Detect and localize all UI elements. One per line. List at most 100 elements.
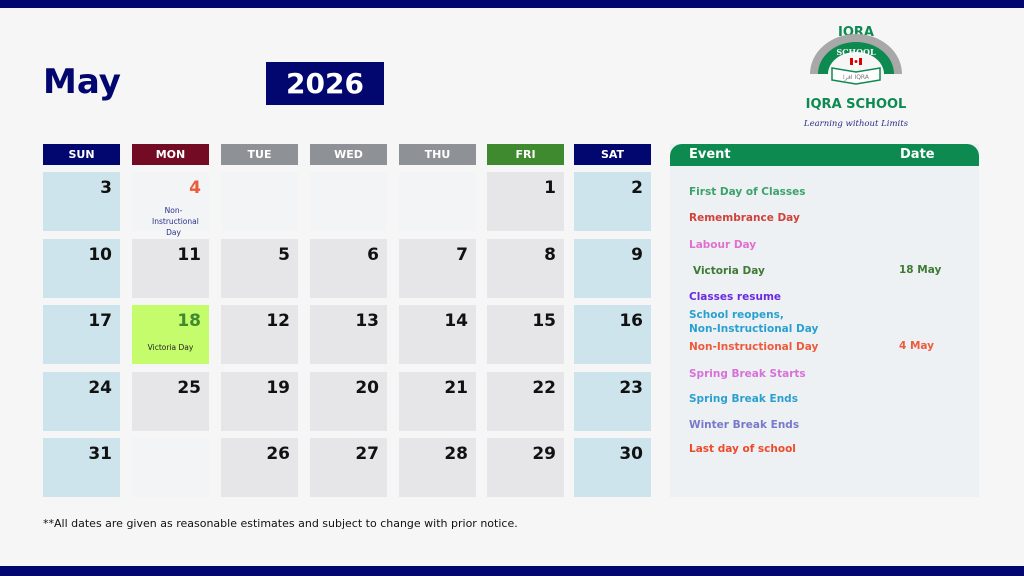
calendar-day-cell[interactable]: 3: [43, 172, 120, 231]
day-number: 14: [444, 311, 468, 331]
event-date: 4 May: [899, 340, 935, 352]
calendar-day-cell[interactable]: 20: [310, 372, 387, 431]
day-number: 19: [266, 378, 290, 398]
event-name: Winter Break Ends: [689, 419, 800, 431]
svg-text:اقرا IQRA: اقرا IQRA: [843, 74, 870, 81]
event-name: Classes resume: [689, 291, 782, 303]
svg-text:IQRA SCHOOL: IQRA SCHOOL: [806, 97, 907, 112]
calendar-day-cell[interactable]: 18 Victoria Day: [132, 305, 209, 364]
calendar-day-cell[interactable]: 21: [399, 372, 476, 431]
footnote: **All dates are given as reasonable esti…: [43, 517, 518, 530]
weekday-header-mon: MON: [132, 144, 209, 165]
day-number: 27: [355, 444, 379, 464]
school-logo: IQRA SCHOOL اقرا IQRA IQRA SCHOOL Learni…: [796, 22, 916, 132]
event-name: Remembrance Day: [689, 212, 800, 224]
calendar-day-cell[interactable]: 11: [132, 239, 209, 298]
calendar-day-cell[interactable]: [221, 172, 298, 231]
year-badge: 2026: [266, 62, 384, 105]
events-panel-header: Event Date: [670, 144, 979, 166]
calendar-day-cell[interactable]: 14: [399, 305, 476, 364]
calendar-day-cell[interactable]: 1: [487, 172, 564, 231]
calendar-day-cell[interactable]: 7: [399, 239, 476, 298]
calendar-day-cell[interactable]: 9: [574, 239, 651, 298]
bottom-bar: [0, 566, 1024, 576]
top-bar: [0, 0, 1024, 8]
calendar-day-cell[interactable]: 16: [574, 305, 651, 364]
calendar-day-cell[interactable]: 17: [43, 305, 120, 364]
day-number: 26: [266, 444, 290, 464]
calendar-day-cell[interactable]: 31: [43, 438, 120, 497]
weekday-header-tue: TUE: [221, 144, 298, 165]
day-number: 6: [367, 245, 379, 265]
calendar-day-cell[interactable]: 27: [310, 438, 387, 497]
day-note: Victoria Day: [147, 343, 194, 352]
event-name: First Day of Classes: [689, 186, 806, 198]
calendar-day-cell[interactable]: 24: [43, 372, 120, 431]
day-number: 29: [532, 444, 556, 464]
day-number: 25: [177, 378, 201, 398]
day-number: 13: [355, 311, 379, 331]
event-name: Last day of school: [689, 443, 796, 455]
calendar-day-cell[interactable]: 23: [574, 372, 651, 431]
calendar-day-cell[interactable]: 30: [574, 438, 651, 497]
day-number: 22: [532, 378, 556, 398]
event-name: Spring Break Ends: [689, 393, 798, 405]
day-number: 23: [619, 378, 643, 398]
day-number: 17: [88, 311, 112, 331]
calendar-day-cell[interactable]: 8: [487, 239, 564, 298]
day-number: 4: [189, 178, 201, 198]
calendar-day-cell[interactable]: 22: [487, 372, 564, 431]
calendar-day-cell[interactable]: 15: [487, 305, 564, 364]
calendar-day-cell[interactable]: 25: [132, 372, 209, 431]
event-column-header: Event: [689, 147, 731, 162]
weekday-header-fri: FRI: [487, 144, 564, 165]
day-number: 12: [266, 311, 290, 331]
day-number: 9: [631, 245, 643, 265]
day-number: 11: [177, 245, 201, 265]
day-note: Non-Instructional Day: [152, 206, 199, 237]
weekday-header-sun: SUN: [43, 144, 120, 165]
event-name: School reopens, Non-Instructional Day: [689, 309, 819, 335]
day-number: 16: [619, 311, 643, 331]
calendar-day-cell[interactable]: 29: [487, 438, 564, 497]
logo-emblem-icon: IQRA SCHOOL اقرا IQRA IQRA SCHOOL Learni…: [803, 25, 909, 129]
event-date: 18 May: [899, 264, 942, 276]
event-name: Non-Instructional Day: [689, 341, 819, 353]
calendar-day-cell[interactable]: [310, 172, 387, 231]
day-number: 31: [88, 444, 112, 464]
calendar-day-cell[interactable]: [132, 438, 209, 497]
calendar-day-cell[interactable]: 19: [221, 372, 298, 431]
calendar-day-cell[interactable]: 12: [221, 305, 298, 364]
calendar-day-cell[interactable]: 6: [310, 239, 387, 298]
date-column-header: Date: [900, 147, 935, 162]
event-name: Spring Break Starts: [689, 368, 806, 380]
day-number: 21: [444, 378, 468, 398]
day-number: 15: [532, 311, 556, 331]
event-name: Labour Day: [689, 239, 757, 251]
day-number: 5: [278, 245, 290, 265]
day-number: 8: [544, 245, 556, 265]
calendar-day-cell[interactable]: [399, 172, 476, 231]
month-title: May: [43, 62, 121, 102]
day-number: 3: [100, 178, 112, 198]
calendar-day-cell[interactable]: 4 Non-Instructional Day: [132, 172, 209, 237]
day-number: 7: [456, 245, 468, 265]
weekday-header-sat: SAT: [574, 144, 651, 165]
weekday-header-wed: WED: [310, 144, 387, 165]
day-number: 30: [619, 444, 643, 464]
day-number: 10: [88, 245, 112, 265]
calendar-day-cell[interactable]: 2: [574, 172, 651, 231]
svg-text:SCHOOL: SCHOOL: [836, 47, 876, 57]
day-number: 24: [88, 378, 112, 398]
weekday-header-thu: THU: [399, 144, 476, 165]
calendar-day-cell[interactable]: 5: [221, 239, 298, 298]
day-number: 1: [544, 178, 556, 198]
calendar-day-cell[interactable]: 28: [399, 438, 476, 497]
svg-text:Learning without Limits: Learning without Limits: [803, 119, 909, 129]
calendar-day-cell[interactable]: 10: [43, 239, 120, 298]
calendar-day-cell[interactable]: 13: [310, 305, 387, 364]
day-number: 18: [177, 311, 201, 331]
events-panel: Event Date First Day of Classes Remembran…: [670, 144, 979, 497]
day-number: 2: [631, 178, 643, 198]
calendar-day-cell[interactable]: 26: [221, 438, 298, 497]
